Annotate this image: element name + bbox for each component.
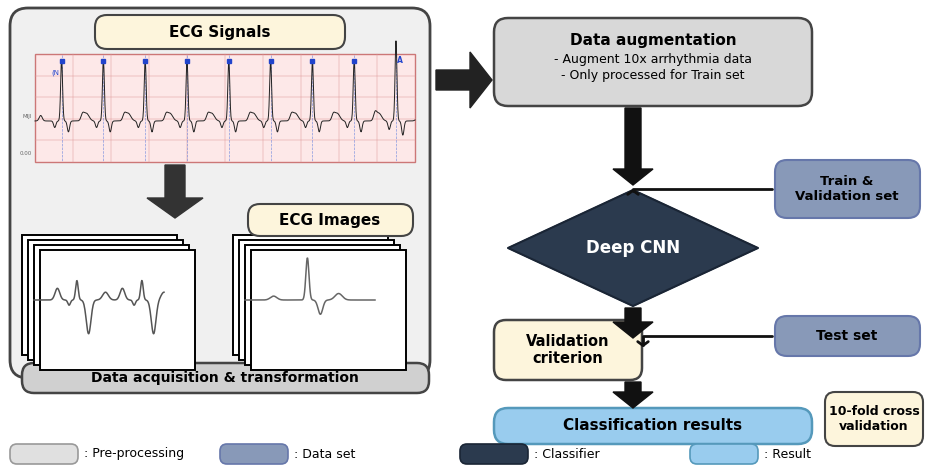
Text: Deep CNN: Deep CNN xyxy=(586,239,680,257)
Text: Data augmentation: Data augmentation xyxy=(570,32,737,47)
Text: MIJI: MIJI xyxy=(22,114,32,119)
Text: 0.00: 0.00 xyxy=(20,151,32,156)
Bar xyxy=(245,245,400,365)
Bar xyxy=(28,240,183,360)
FancyBboxPatch shape xyxy=(825,392,923,446)
Bar xyxy=(239,240,394,360)
FancyBboxPatch shape xyxy=(775,160,920,218)
Polygon shape xyxy=(613,382,653,408)
Polygon shape xyxy=(147,165,203,218)
Text: - Only processed for Train set: - Only processed for Train set xyxy=(561,70,745,82)
Text: (N: (N xyxy=(51,69,60,75)
FancyBboxPatch shape xyxy=(775,316,920,356)
FancyBboxPatch shape xyxy=(220,444,288,464)
FancyBboxPatch shape xyxy=(494,408,812,444)
FancyBboxPatch shape xyxy=(95,15,345,49)
Text: A: A xyxy=(397,56,403,65)
Polygon shape xyxy=(613,108,653,185)
Text: : Pre-processing: : Pre-processing xyxy=(84,447,184,461)
Text: 10-fold cross
validation: 10-fold cross validation xyxy=(829,405,920,433)
FancyBboxPatch shape xyxy=(690,444,758,464)
FancyBboxPatch shape xyxy=(22,363,429,393)
Text: : Classifier: : Classifier xyxy=(534,447,600,461)
Bar xyxy=(35,54,415,162)
FancyBboxPatch shape xyxy=(248,204,413,236)
Polygon shape xyxy=(508,190,758,306)
Text: - Augment 10x arrhythmia data: - Augment 10x arrhythmia data xyxy=(554,53,752,66)
Text: Classification results: Classification results xyxy=(564,418,742,433)
FancyBboxPatch shape xyxy=(494,320,642,380)
Text: ECG Signals: ECG Signals xyxy=(169,24,271,39)
Text: Train &
Validation set: Train & Validation set xyxy=(795,175,898,203)
Text: : Data set: : Data set xyxy=(294,447,355,461)
Text: Validation
criterion: Validation criterion xyxy=(526,334,610,366)
Text: ECG Images: ECG Images xyxy=(279,212,380,227)
Bar xyxy=(22,235,177,355)
FancyBboxPatch shape xyxy=(460,444,528,464)
Bar xyxy=(251,250,406,370)
FancyBboxPatch shape xyxy=(10,444,78,464)
Text: Data acquisition & transformation: Data acquisition & transformation xyxy=(91,371,359,385)
Polygon shape xyxy=(436,52,492,108)
Polygon shape xyxy=(613,308,653,338)
Bar xyxy=(40,250,195,370)
Bar xyxy=(34,245,189,365)
Text: Test set: Test set xyxy=(817,329,878,343)
Text: : Result: : Result xyxy=(764,447,811,461)
FancyBboxPatch shape xyxy=(10,8,430,378)
FancyBboxPatch shape xyxy=(494,18,812,106)
Bar xyxy=(233,235,388,355)
